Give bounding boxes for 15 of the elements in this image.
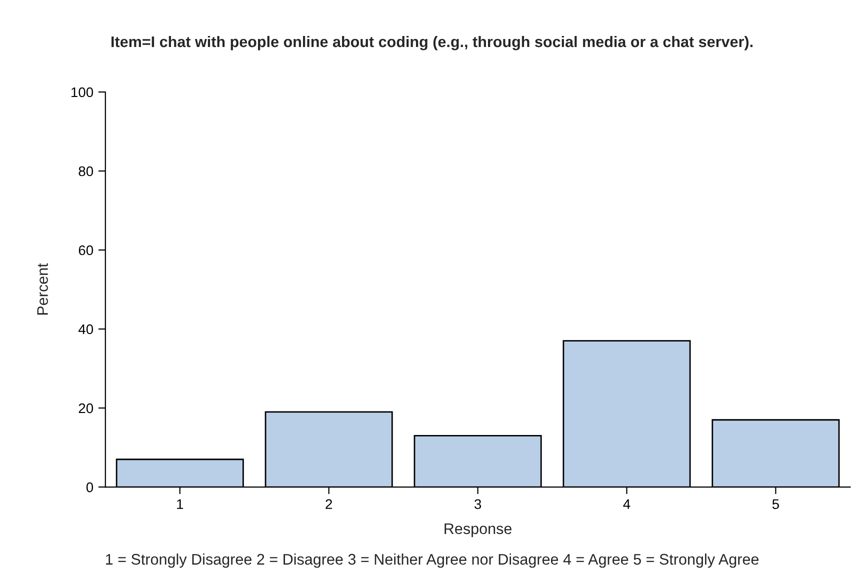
x-tick-label: 1 (177, 499, 184, 509)
y-tick-label: 60 (78, 245, 94, 256)
x-tick-label: 5 (772, 499, 779, 510)
x-axis-title: Response (444, 523, 512, 538)
y-tick-label: 0 (86, 482, 94, 492)
y-tick-label: 100 (71, 87, 94, 98)
y-tick-label: 40 (78, 324, 94, 334)
chart-title: Item=I chat with people online about coding (e.g., through social media or a chat server). (112, 36, 752, 50)
y-axis-title: Percent (37, 263, 48, 315)
y-tick-label: 80 (78, 166, 94, 176)
x-tick-label: 3 (474, 499, 482, 510)
y-tick-label: 20 (78, 403, 94, 414)
text: 1 = Strongly Disagree 2 = Disagree 3 = Neither Agree nor Disagree 4 = Agree 5 = Strongly Agree (106, 554, 759, 568)
x-tick-label: 4 (623, 499, 630, 509)
x-tick-label: 2 (326, 499, 332, 509)
